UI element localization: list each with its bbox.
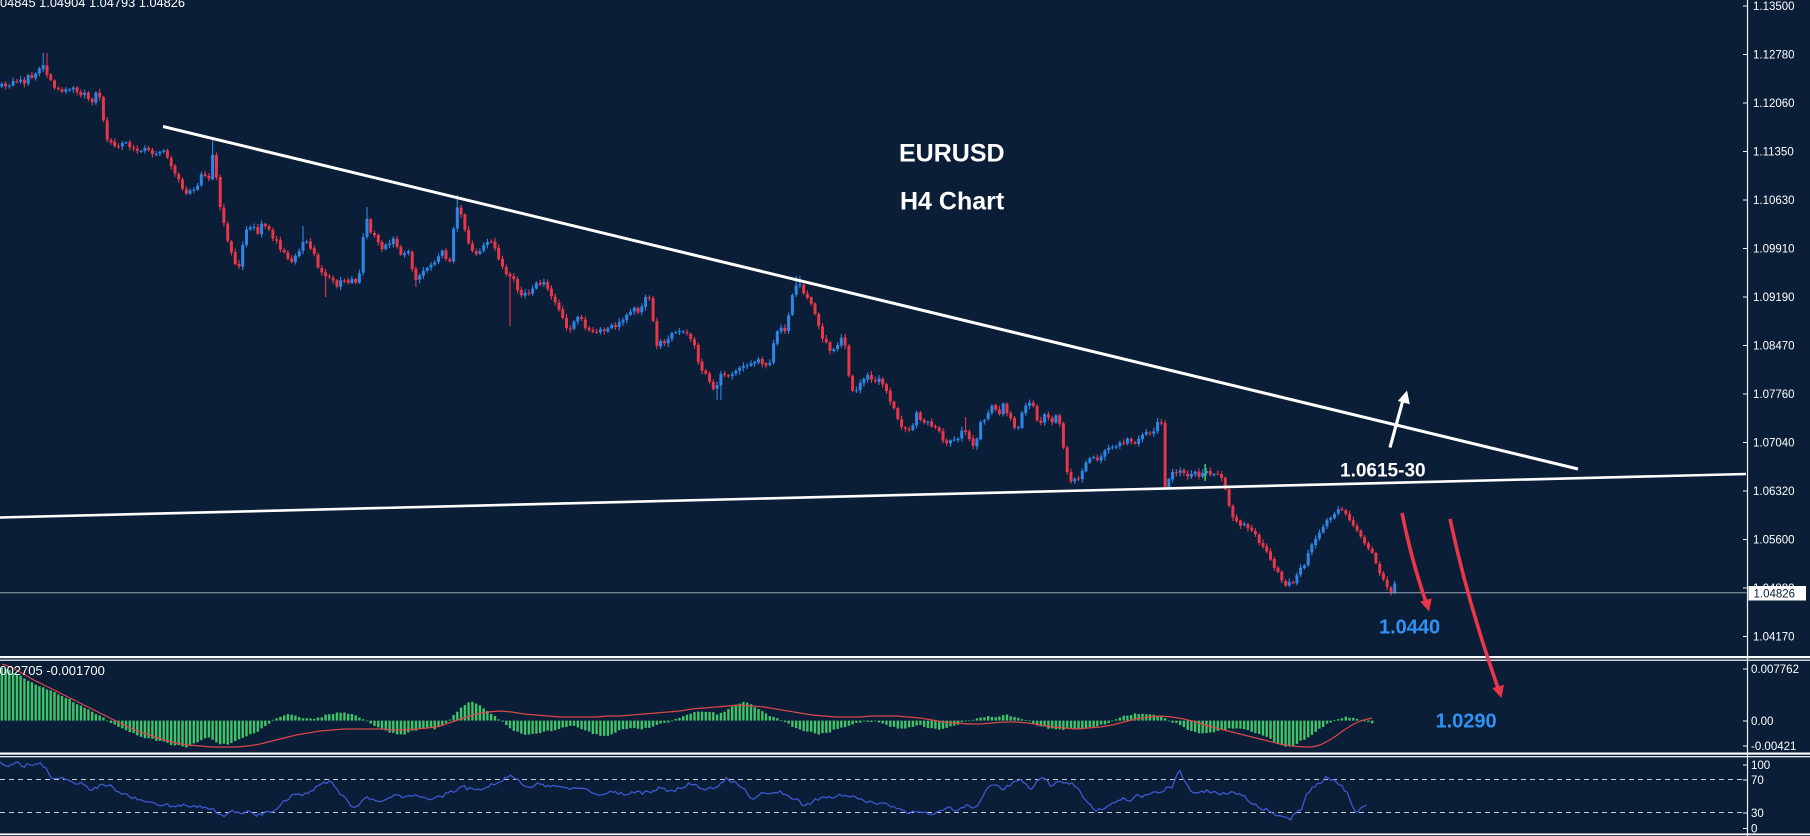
svg-text:EURUSD: EURUSD: [899, 139, 1005, 167]
svg-text:1.06320: 1.06320: [1753, 486, 1795, 498]
svg-text:1.05600: 1.05600: [1753, 535, 1795, 547]
svg-text:04845 1.04904 1.04793 1.04826: 04845 1.04904 1.04793 1.04826: [0, 0, 185, 10]
svg-text:-0.00421: -0.00421: [1751, 741, 1796, 753]
svg-text:1.11350: 1.11350: [1753, 147, 1794, 159]
svg-text:1.12780: 1.12780: [1753, 50, 1795, 62]
svg-text:1.13500: 1.13500: [1753, 1, 1795, 13]
svg-text:1.09190: 1.09190: [1753, 292, 1795, 304]
svg-text:1.10630: 1.10630: [1753, 195, 1795, 207]
svg-text:1.07760: 1.07760: [1753, 389, 1795, 401]
svg-text:H4 Chart: H4 Chart: [900, 187, 1005, 215]
svg-text:1.0440: 1.0440: [1379, 617, 1440, 639]
svg-text:0.002705 -0.001700: 0.002705 -0.001700: [0, 663, 105, 678]
svg-text:1.04826: 1.04826: [1754, 588, 1796, 600]
svg-text:1.09910: 1.09910: [1753, 244, 1795, 256]
svg-text:1.08470: 1.08470: [1753, 341, 1795, 353]
svg-text:100: 100: [1751, 760, 1770, 772]
svg-text:1.0615-30: 1.0615-30: [1340, 461, 1426, 482]
svg-text:1.0290: 1.0290: [1436, 711, 1497, 733]
svg-text:1.07040: 1.07040: [1753, 438, 1795, 450]
svg-text:0: 0: [1751, 824, 1757, 836]
svg-text:70: 70: [1751, 775, 1764, 787]
svg-text:0.00: 0.00: [1751, 716, 1773, 728]
svg-text:0.007762: 0.007762: [1751, 664, 1799, 676]
svg-text:30: 30: [1751, 808, 1764, 820]
svg-text:1.12060: 1.12060: [1753, 98, 1795, 110]
svg-text:1.04170: 1.04170: [1753, 632, 1795, 644]
